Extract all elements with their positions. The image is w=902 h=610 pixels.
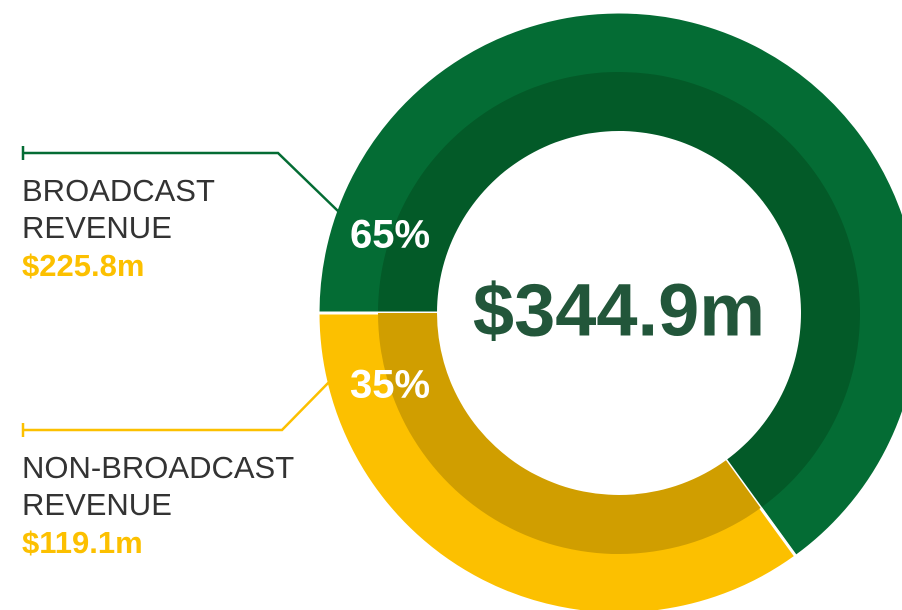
percent-label: 35%	[350, 363, 430, 407]
category-label: BROADCAST	[22, 173, 215, 208]
category-label: REVENUE	[22, 487, 172, 522]
category-label: REVENUE	[22, 210, 172, 245]
slice-inner-band	[378, 313, 761, 555]
percent-label: 65%	[350, 213, 430, 257]
slices	[316, 10, 902, 610]
leader-line	[22, 151, 341, 214]
center-total: $344.9m	[473, 269, 765, 352]
category-label: NON-BROADCAST	[22, 450, 294, 485]
leader-line	[22, 377, 334, 432]
amount-label: $225.8m	[22, 248, 144, 283]
amount-label: $119.1m	[22, 525, 143, 560]
